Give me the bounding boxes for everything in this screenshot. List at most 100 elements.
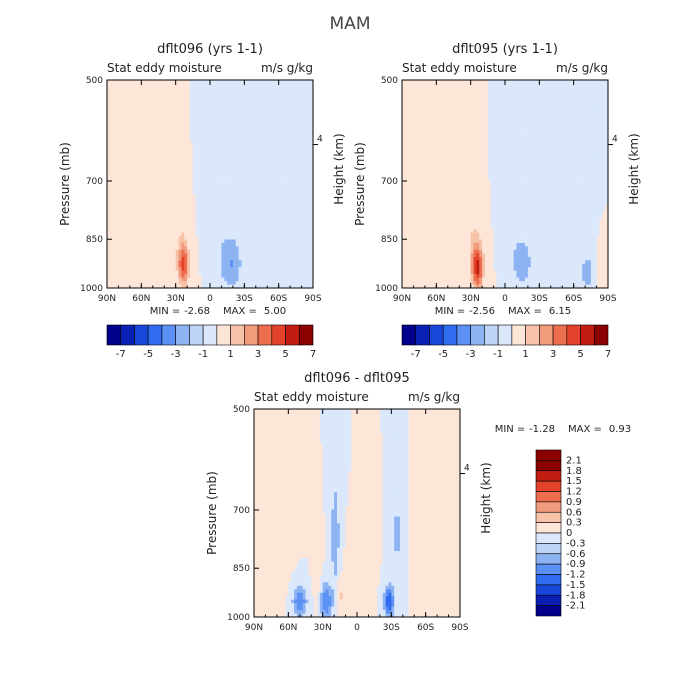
contour-cell [476, 86, 480, 91]
contour-cell [152, 125, 157, 129]
contour-cell [218, 114, 222, 119]
contour-cell [241, 149, 245, 154]
contour-cell [189, 253, 194, 258]
contour-cell [201, 121, 205, 126]
contour-cell [210, 135, 214, 140]
contour-cell [255, 145, 260, 150]
contour-cell [164, 128, 168, 133]
contour-cell [201, 114, 205, 119]
contour-cell [307, 232, 311, 237]
contour-cell [124, 118, 128, 122]
contour-cell [187, 142, 191, 147]
contour-cell [207, 128, 211, 133]
contour-cell [201, 197, 205, 202]
contour-cell [181, 246, 185, 251]
contour-cell [164, 97, 168, 102]
contour-cell [129, 211, 134, 216]
contour-cell [204, 236, 208, 240]
contour-cell [275, 166, 280, 171]
max-value: 5.00 [264, 306, 286, 317]
contour-cell [175, 229, 179, 233]
contour-cell [181, 201, 185, 206]
contour-cell [195, 86, 199, 91]
contour-cell [287, 118, 291, 122]
contour-cell [235, 86, 240, 91]
contour-cell [169, 180, 174, 185]
contour-cell [264, 177, 268, 181]
contour-cell [132, 284, 137, 289]
contour-cell [287, 93, 291, 98]
contour-cell [215, 145, 219, 150]
contour-cell [416, 97, 420, 102]
contour-cell [127, 125, 131, 129]
contour-cell [212, 270, 217, 275]
contour-cell [112, 246, 116, 251]
contour-cell [141, 194, 145, 199]
contour-cell [310, 253, 314, 258]
contour-cell [221, 187, 225, 192]
contour-cell [149, 170, 154, 174]
contour-cell [218, 156, 222, 161]
contour-cell [295, 218, 300, 223]
contour-cell [132, 246, 137, 251]
contour-cell [107, 80, 111, 84]
contour-cell [275, 218, 280, 223]
contour-cell [301, 281, 305, 285]
contour-cell [570, 104, 575, 109]
contour-cell [127, 256, 131, 261]
contour-cell [450, 100, 454, 105]
contour-cell [287, 97, 291, 102]
contour-cell [476, 90, 480, 95]
contour-cell [129, 166, 134, 171]
contour-cell [149, 125, 154, 129]
contour-cell [144, 229, 148, 233]
contour-cell [275, 177, 280, 181]
contour-cell [167, 270, 171, 275]
contour-cell [238, 135, 242, 140]
contour-cell [129, 111, 134, 116]
contour-field [402, 80, 609, 289]
contour-cell [152, 232, 157, 237]
contour-cell [270, 201, 274, 206]
contour-cell [476, 104, 480, 109]
contour-cell [129, 83, 134, 88]
contour-cell [107, 163, 111, 168]
contour-cell [310, 274, 314, 278]
contour-cell [547, 93, 552, 98]
contour-cell [261, 225, 265, 230]
contour-cell [215, 138, 219, 143]
contour-cell [149, 215, 154, 220]
contour-cell [590, 100, 595, 105]
contour-cell [135, 263, 139, 268]
contour-cell [204, 125, 208, 129]
contour-cell [252, 80, 257, 84]
contour-cell [164, 177, 168, 181]
contour-cell [310, 187, 314, 192]
contour-cell [129, 270, 134, 275]
contour-cell [287, 177, 291, 181]
contour-cell [235, 229, 240, 233]
contour-cell [192, 270, 197, 275]
contour-cell [201, 83, 205, 88]
contour-cell [132, 204, 137, 209]
contour-cell [427, 107, 432, 112]
contour-cell [292, 270, 297, 275]
contour-cell [144, 163, 148, 168]
contour-cell [212, 242, 217, 247]
contour-cell [207, 281, 211, 285]
contour-cell [450, 86, 454, 91]
contour-cell [189, 197, 194, 202]
contour-cell [230, 152, 234, 157]
contour-cell [201, 246, 205, 251]
contour-cell [109, 208, 114, 213]
contour-cell [307, 270, 311, 275]
contour-cell [147, 256, 151, 261]
contour-cell [181, 121, 185, 126]
contour-cell [292, 218, 297, 223]
contour-cell [115, 204, 119, 209]
contour-cell [402, 93, 406, 98]
contour-cell [290, 211, 294, 216]
contour-cell [175, 218, 179, 223]
panel-subtitle: Stat eddy moisture [107, 61, 222, 75]
contour-cell [129, 242, 134, 247]
